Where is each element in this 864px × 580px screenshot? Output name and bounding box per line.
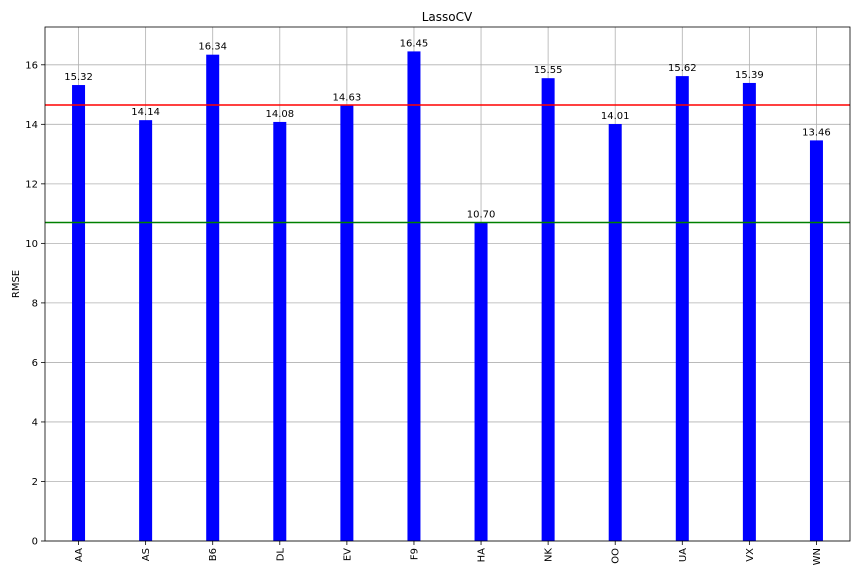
plot-frame — [44, 26, 851, 542]
y-axis-label: RMSE — [11, 270, 22, 298]
data-label: 15.55 — [534, 65, 563, 76]
y-tick-label: 2 — [32, 477, 38, 488]
grid — [45, 27, 850, 542]
data-label: 14.14 — [131, 107, 160, 118]
x-tick-label: UA — [678, 548, 689, 562]
x-tick-label: B6 — [208, 548, 219, 561]
x-tick-label: OO — [611, 548, 622, 564]
x-tick-label: DL — [275, 548, 286, 562]
data-labels: 15.32 14.14 16.34 14.08 14.63 16.45 10.70 15.55… — [64, 38, 831, 220]
bar-b6 — [206, 54, 220, 542]
chart-title: LassoCV — [422, 10, 473, 24]
bar-vx — [742, 82, 756, 541]
data-label: 16.34 — [198, 42, 227, 53]
bar-ha — [474, 222, 488, 542]
x-tick-label: AS — [141, 548, 152, 561]
axes: 0 2 4 6 8 10 12 14 16 AA AS B6 DL EV F9 HA NK OO UA VX WN — [25, 26, 851, 565]
bar-dl — [273, 121, 287, 541]
data-label: 10.70 — [467, 210, 496, 221]
bar-ev — [340, 105, 354, 542]
x-tick-label: HA — [477, 548, 488, 563]
data-label: 15.32 — [64, 72, 93, 83]
y-tick-label: 6 — [32, 358, 38, 369]
y-tick-label: 0 — [32, 537, 38, 548]
y-tick-label: 14 — [25, 120, 38, 131]
x-tick-label: AA — [74, 548, 85, 562]
bar-as — [139, 120, 153, 541]
data-label: 14.01 — [601, 111, 630, 122]
y-tick-label: 4 — [32, 417, 38, 428]
y-tick-label: 12 — [25, 179, 38, 190]
data-label: 15.62 — [668, 63, 697, 74]
data-label: 13.46 — [802, 127, 831, 138]
x-tick-label: NK — [544, 548, 555, 562]
reference-lines — [45, 104, 850, 224]
data-label: 15.39 — [735, 70, 764, 81]
bar-f9 — [407, 51, 421, 541]
bar-ua — [675, 76, 689, 542]
y-tick-label: 10 — [25, 239, 38, 250]
data-label: 14.63 — [333, 93, 362, 104]
y-tick-label: 16 — [25, 60, 38, 71]
bar-nk — [541, 78, 555, 542]
data-label: 16.45 — [400, 38, 429, 49]
x-tick-label: VX — [745, 548, 756, 562]
x-tick-label: WN — [812, 548, 823, 565]
bar-wn — [809, 140, 823, 541]
x-tick-label: EV — [342, 548, 353, 561]
bar-oo — [608, 124, 622, 541]
x-tick-label: F9 — [409, 548, 420, 560]
data-label: 14.08 — [265, 109, 294, 120]
bars — [72, 51, 823, 542]
y-tick-label: 8 — [32, 298, 38, 309]
bar-aa — [72, 85, 86, 542]
